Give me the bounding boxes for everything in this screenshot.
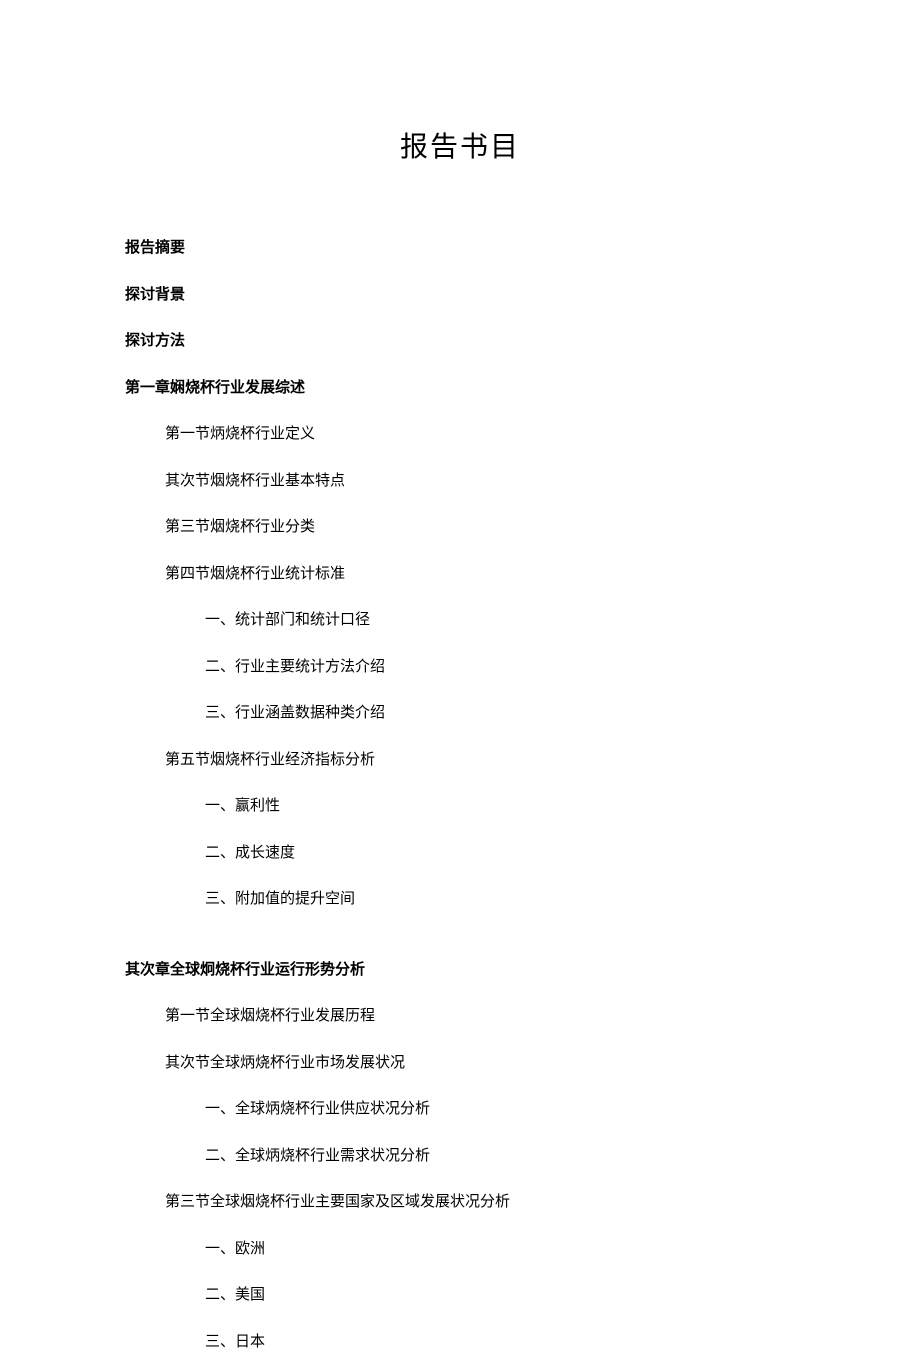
chapter2-section3-item1: 一、欧洲 [205,1238,795,1261]
chapter1-section5-item2: 二、成长速度 [205,842,795,865]
chapter1-section2: 其次节烟烧杯行业基本特点 [165,470,795,493]
chapter2-section1: 第一节全球烟烧杯行业发展历程 [165,1005,795,1028]
section-method: 探讨方法 [125,330,795,353]
chapter2-section3-item3: 三、日本 [205,1331,795,1353]
chapter1-section5: 第五节烟烧杯行业经济指标分析 [165,749,795,772]
chapter1-section3: 第三节烟烧杯行业分类 [165,516,795,539]
section-background: 探讨背景 [125,284,795,307]
chapter1-section5-item1: 一、赢利性 [205,795,795,818]
chapter2-section2-item1: 一、全球炳烧杯行业供应状况分析 [205,1098,795,1121]
chapter2-section2-item2: 二、全球炳烧杯行业需求状况分析 [205,1145,795,1168]
chapter1-heading: 第一章娴烧杯行业发展综述 [125,377,795,400]
chapter2-heading: 其次章全球炯烧杯行业运行形势分析 [125,959,795,982]
chapter1-section4-item3: 三、行业涵盖数据种类介绍 [205,702,795,725]
chapter2-section3: 第三节全球烟烧杯行业主要国家及区域发展状况分析 [165,1191,795,1214]
section-abstract: 报告摘要 [125,237,795,260]
chapter1-section4: 第四节烟烧杯行业统计标准 [165,563,795,586]
chapter1-section1: 第一节炳烧杯行业定义 [165,423,795,446]
chapter2-section2: 其次节全球炳烧杯行业市场发展状况 [165,1052,795,1075]
chapter1-section5-item3: 三、附加值的提升空间 [205,888,795,911]
chapter2-section3-item2: 二、美国 [205,1284,795,1307]
document-title: 报告书目 [125,125,795,165]
chapter1-section4-item2: 二、行业主要统计方法介绍 [205,656,795,679]
chapter1-section4-item1: 一、统计部门和统计口径 [205,609,795,632]
